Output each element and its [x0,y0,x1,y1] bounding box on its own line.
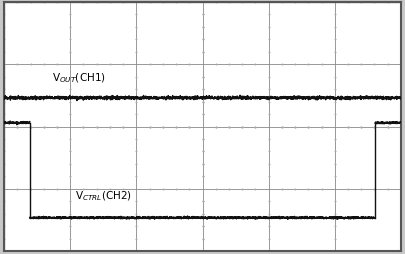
Text: V$_{OUT}$(CH1): V$_{OUT}$(CH1) [52,71,105,85]
Text: V$_{CTRL}$(CH2): V$_{CTRL}$(CH2) [75,188,132,202]
